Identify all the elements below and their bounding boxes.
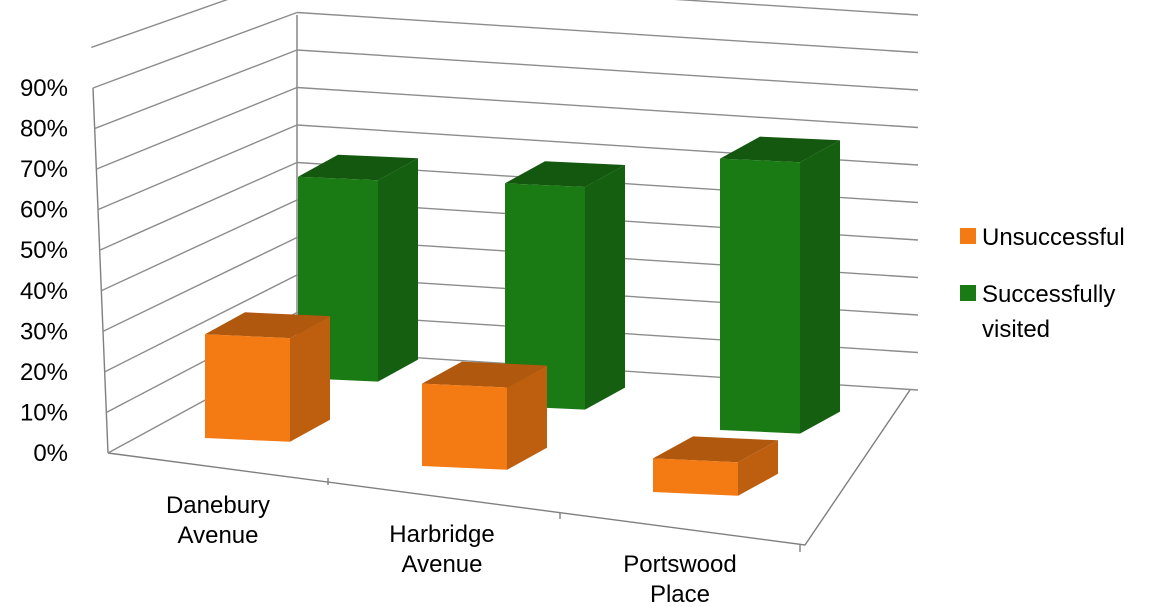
bar-side [378,158,418,382]
gridline-left [102,236,298,332]
y-tick-label: 70% [20,156,68,183]
bar-unsuccessful-1 [422,361,547,470]
gridline-back [296,49,919,91]
legend-label: Successfully [982,281,1115,308]
y-tick-label: 50% [20,237,68,264]
gridline-left [96,86,298,170]
bar-front [720,158,800,434]
gridline-left [94,49,298,130]
bar-top [298,154,418,181]
gridline-left [104,274,298,373]
bar-successfully-visited-2 [720,136,840,434]
bar-top [653,436,778,463]
x-category-label: Avenue [402,551,483,578]
y-tick-label: 40% [20,278,68,305]
bar-front [422,383,507,470]
x-category-label: Avenue [178,522,259,549]
y-tick-label: 30% [20,318,68,345]
bar-side [290,316,330,442]
x-category-label: Portswood [623,551,736,578]
gridline-back [296,11,919,54]
legend-label: visited [982,316,1050,343]
bar-unsuccessful-2 [653,436,778,496]
floor-front-edge [107,389,911,546]
x-axis-categories: Danebury Avenue Harbridge Avenue Portswood Pl… [166,478,801,607]
bar-front [653,458,738,496]
bar-top [422,361,547,388]
chart-bars [205,136,840,496]
gridline-back [296,86,919,129]
y-axis-line [92,87,109,454]
legend-swatch [960,285,976,301]
gridline-left [99,161,298,251]
gridline-back [674,0,919,16]
x-category-label: Harbridge [389,521,494,548]
gridline-left [101,199,298,292]
gridline-left [91,0,229,49]
x-category-label: Place [650,581,710,607]
y-tick-label: 10% [20,399,68,426]
y-tick-label: 90% [20,75,68,102]
bar-unsuccessful-0 [205,312,330,442]
legend-swatch [960,228,976,244]
bar-side [585,165,625,410]
bar-side [738,440,778,496]
y-tick-label: 0% [33,440,68,467]
y-axis-ticks: 0% 10% 20% 30% 40% 50% 60% 70% 80% 90% [20,75,68,467]
bar-front [205,334,290,442]
x-category-label: Danebury [166,492,270,519]
bar-side [507,365,547,470]
bar-top [720,136,840,163]
y-tick-label: 20% [20,359,68,386]
legend: Unsuccessful Successfully visited [960,224,1125,343]
legend-label: Unsuccessful [982,224,1125,251]
y-tick-label: 60% [20,197,68,224]
gridline-left [97,124,298,211]
bar-side [800,140,840,434]
gridline-left [92,11,298,89]
bar-successfully-visited-1 [505,161,625,410]
bar-top [205,312,330,339]
bar-front [505,183,585,410]
bar-top [505,161,625,187]
y-tick-label: 80% [20,116,68,143]
